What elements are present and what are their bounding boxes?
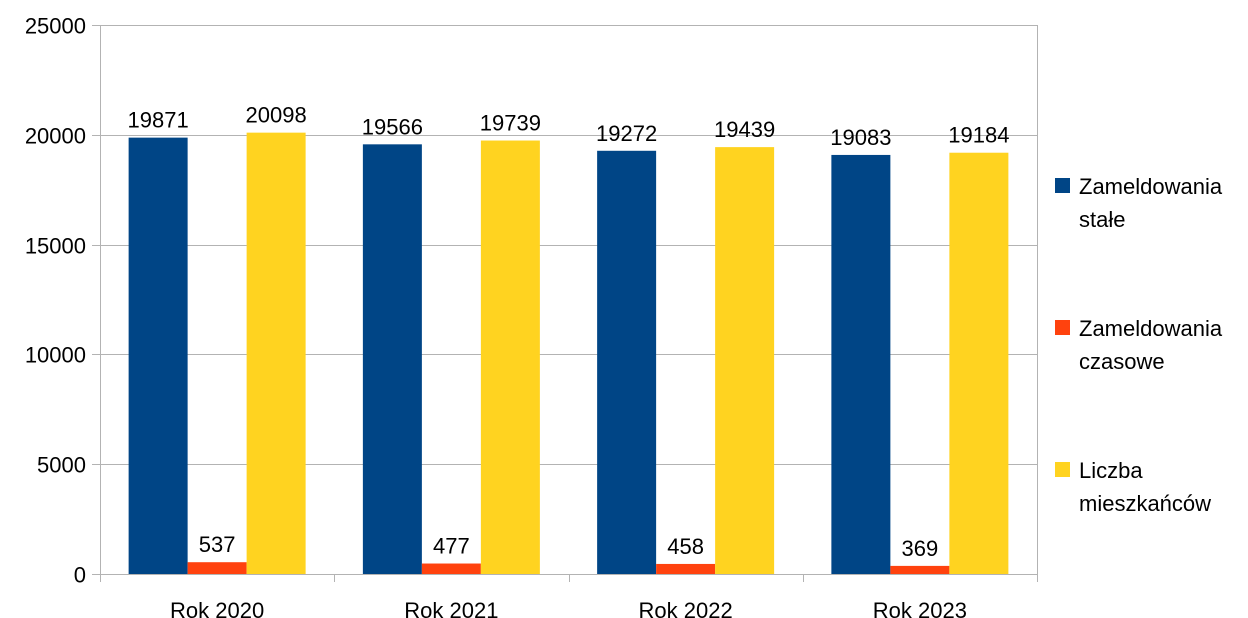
legend-item-zameldowania-czasowe: Zameldowania czasowe bbox=[1055, 312, 1245, 454]
x-category-label: Rok 2022 bbox=[639, 598, 733, 618]
legend-swatch bbox=[1055, 320, 1070, 335]
data-label: 19439 bbox=[714, 117, 775, 142]
bar bbox=[188, 562, 247, 574]
data-label: 20098 bbox=[246, 103, 307, 128]
legend-label: Liczba mieszkańców bbox=[1079, 454, 1248, 520]
y-tick-label: 5000 bbox=[37, 453, 86, 478]
bar bbox=[481, 141, 540, 574]
legend-label: Zameldowania czasowe bbox=[1079, 312, 1248, 378]
bar bbox=[656, 564, 715, 574]
bar bbox=[597, 151, 656, 574]
x-category-label: Rok 2021 bbox=[404, 598, 498, 618]
legend-item-liczba-mieszkancow: Liczba mieszkańców bbox=[1055, 454, 1245, 596]
data-label: 537 bbox=[199, 532, 236, 557]
bar bbox=[890, 566, 949, 574]
x-category-label: Rok 2020 bbox=[170, 598, 264, 618]
data-label: 19184 bbox=[948, 123, 1009, 148]
legend-item-zameldowania-stale: Zameldowania stałe bbox=[1055, 170, 1245, 312]
data-label: 19083 bbox=[830, 125, 891, 150]
bars bbox=[129, 133, 1009, 574]
bar-chart: 0 5000 10000 15000 20000 25000 Rok 2020 Rok 202… bbox=[0, 0, 1040, 618]
data-label: 19566 bbox=[362, 114, 423, 139]
y-tick-label: 20000 bbox=[25, 124, 86, 149]
data-label: 19272 bbox=[596, 121, 657, 146]
bar bbox=[247, 133, 306, 574]
grid-lines bbox=[100, 26, 1037, 575]
y-tick-label: 0 bbox=[74, 563, 86, 588]
data-label: 19871 bbox=[128, 108, 189, 133]
data-label: 458 bbox=[667, 534, 704, 559]
data-label: 19739 bbox=[480, 111, 541, 136]
legend: Zameldowania stałe Zameldowania czasowe … bbox=[1055, 170, 1245, 596]
bar bbox=[831, 155, 890, 574]
data-label: 369 bbox=[902, 536, 939, 561]
legend-label: Zameldowania stałe bbox=[1079, 170, 1248, 236]
bar bbox=[422, 564, 481, 574]
legend-swatch bbox=[1055, 462, 1070, 477]
bar bbox=[363, 144, 422, 574]
y-tick-label: 25000 bbox=[25, 14, 86, 39]
legend-swatch bbox=[1055, 178, 1070, 193]
y-tick-label: 15000 bbox=[25, 234, 86, 259]
x-category-label: Rok 2023 bbox=[873, 598, 967, 618]
y-tick-label: 10000 bbox=[25, 343, 86, 368]
data-label: 477 bbox=[433, 534, 470, 559]
bar bbox=[129, 138, 188, 574]
bar bbox=[949, 153, 1008, 574]
bar bbox=[715, 147, 774, 574]
